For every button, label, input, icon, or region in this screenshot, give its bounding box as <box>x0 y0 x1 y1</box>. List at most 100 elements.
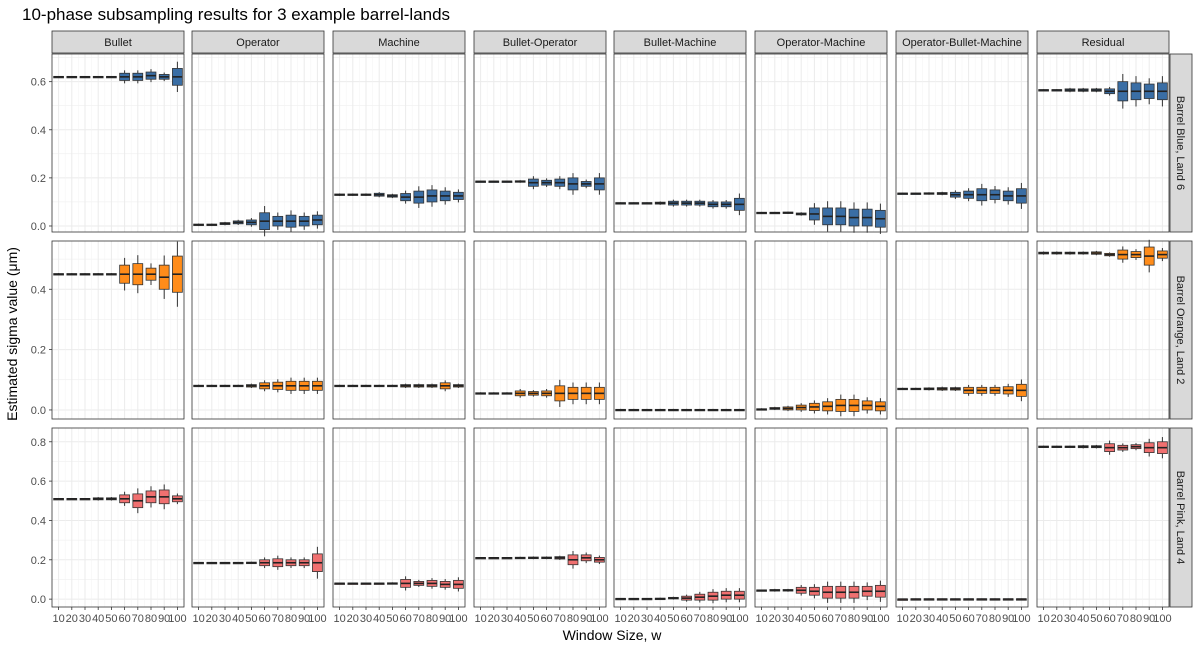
boxplot-box <box>628 408 640 412</box>
boxplot-box <box>206 384 218 388</box>
y-axis-title: Estimated sigma value (μm) <box>4 247 20 421</box>
boxplot-box <box>861 397 873 414</box>
boxplot-box <box>615 408 626 412</box>
panel-border <box>754 427 888 608</box>
boxplot-box <box>158 484 170 510</box>
boxplot-box <box>795 584 807 596</box>
column-strip <box>332 30 466 54</box>
boxplot-box <box>1117 246 1129 263</box>
boxplot-box <box>172 241 183 307</box>
boxplot-box <box>119 491 130 506</box>
boxplot-box <box>668 199 679 207</box>
column-strip <box>613 30 747 54</box>
boxplot-box <box>734 408 745 412</box>
row-strip-label: Barrel Orange, Land 2 <box>1174 276 1186 385</box>
x-tick-label: 90 <box>580 613 592 625</box>
panel <box>895 427 1029 608</box>
x-tick-label: 50 <box>245 613 257 625</box>
panel-border <box>191 240 325 420</box>
boxplot-box <box>1077 251 1089 255</box>
boxplot-box <box>848 394 860 417</box>
x-tick-label: 40 <box>373 613 385 625</box>
panel-border <box>332 53 466 233</box>
panel-border <box>895 427 1029 608</box>
boxplot-box <box>567 550 579 569</box>
boxplot-box <box>514 556 526 560</box>
x-tick-label: 20 <box>910 613 922 625</box>
x-tick-label: 70 <box>1117 613 1129 625</box>
boxplot-box <box>66 75 78 79</box>
panel-border <box>473 53 607 233</box>
boxplot-box <box>400 190 411 204</box>
boxplot-box <box>554 176 566 190</box>
x-tick-label: 50 <box>667 613 679 625</box>
boxplot-box <box>373 192 385 198</box>
x-tick-label: 50 <box>1090 613 1102 625</box>
x-tick-label: 100 <box>871 613 889 625</box>
x-tick-label: 60 <box>680 613 692 625</box>
x-tick-label: 10 <box>52 613 64 625</box>
x-tick-label: 20 <box>347 613 359 625</box>
boxplot-box <box>654 201 666 205</box>
boxplot-box <box>567 173 579 195</box>
boxplot-box <box>756 211 767 215</box>
boxplot-box <box>475 180 486 183</box>
panel <box>1036 427 1170 608</box>
boxplot-box <box>528 556 539 560</box>
panel <box>473 240 607 420</box>
boxplot-box <box>426 383 438 388</box>
x-tick-label: 30 <box>782 613 794 625</box>
panel <box>613 53 747 233</box>
row-strip <box>1169 240 1193 420</box>
boxplot-box <box>795 212 807 216</box>
boxplot-box <box>795 403 807 412</box>
panel-border <box>473 240 607 420</box>
x-tick-label: 50 <box>527 613 539 625</box>
boxplot-box <box>989 186 1001 204</box>
column-strip-label: Operator <box>236 37 280 49</box>
x-tick-label: 90 <box>720 613 732 625</box>
panel-border <box>332 240 466 420</box>
boxplot-box <box>145 69 157 83</box>
boxplot-box <box>488 392 500 395</box>
boxplot-box <box>53 498 64 501</box>
boxplot-box <box>193 561 204 565</box>
column-strip-label: Bullet-Operator <box>503 37 578 49</box>
column-strip-label: Bullet-Machine <box>644 37 717 49</box>
boxplot-box <box>554 379 566 407</box>
boxplot-box <box>1104 440 1115 455</box>
boxplot-box <box>413 579 425 587</box>
boxplot-box <box>475 557 486 560</box>
boxplot-box <box>1051 89 1063 92</box>
boxplot-box <box>1016 379 1027 402</box>
y-tick-label: 0.2 <box>31 345 46 357</box>
x-tick-label: 70 <box>413 613 425 625</box>
boxplot-box <box>488 180 500 183</box>
boxplot-box <box>897 192 908 195</box>
boxplot-box <box>119 70 130 84</box>
panel-border <box>191 53 325 233</box>
boxplot-box <box>875 203 886 234</box>
boxplot-box <box>475 392 486 395</box>
boxplot-box <box>387 582 398 585</box>
boxplot-box <box>782 588 794 592</box>
boxplot-box <box>488 557 500 560</box>
x-tick-label: 80 <box>848 613 860 625</box>
boxplot-box <box>439 579 451 590</box>
chart-title: 10-phase subsampling results for 3 examp… <box>22 5 450 24</box>
boxplot-box <box>106 273 117 276</box>
panel <box>754 53 888 234</box>
boxplot-box <box>615 202 626 205</box>
x-tick-label: 50 <box>386 613 398 625</box>
x-tick-label: 20 <box>1051 613 1063 625</box>
x-tick-label: 90 <box>158 613 170 625</box>
boxplot-box <box>910 192 922 195</box>
x-tick-label: 40 <box>514 613 526 625</box>
boxplot-box <box>1091 250 1102 256</box>
x-tick-label: 60 <box>118 613 130 625</box>
boxplot-box <box>720 588 732 603</box>
boxplot-box <box>910 598 922 601</box>
boxplot-box <box>822 201 833 232</box>
boxplot-box <box>1038 445 1049 448</box>
